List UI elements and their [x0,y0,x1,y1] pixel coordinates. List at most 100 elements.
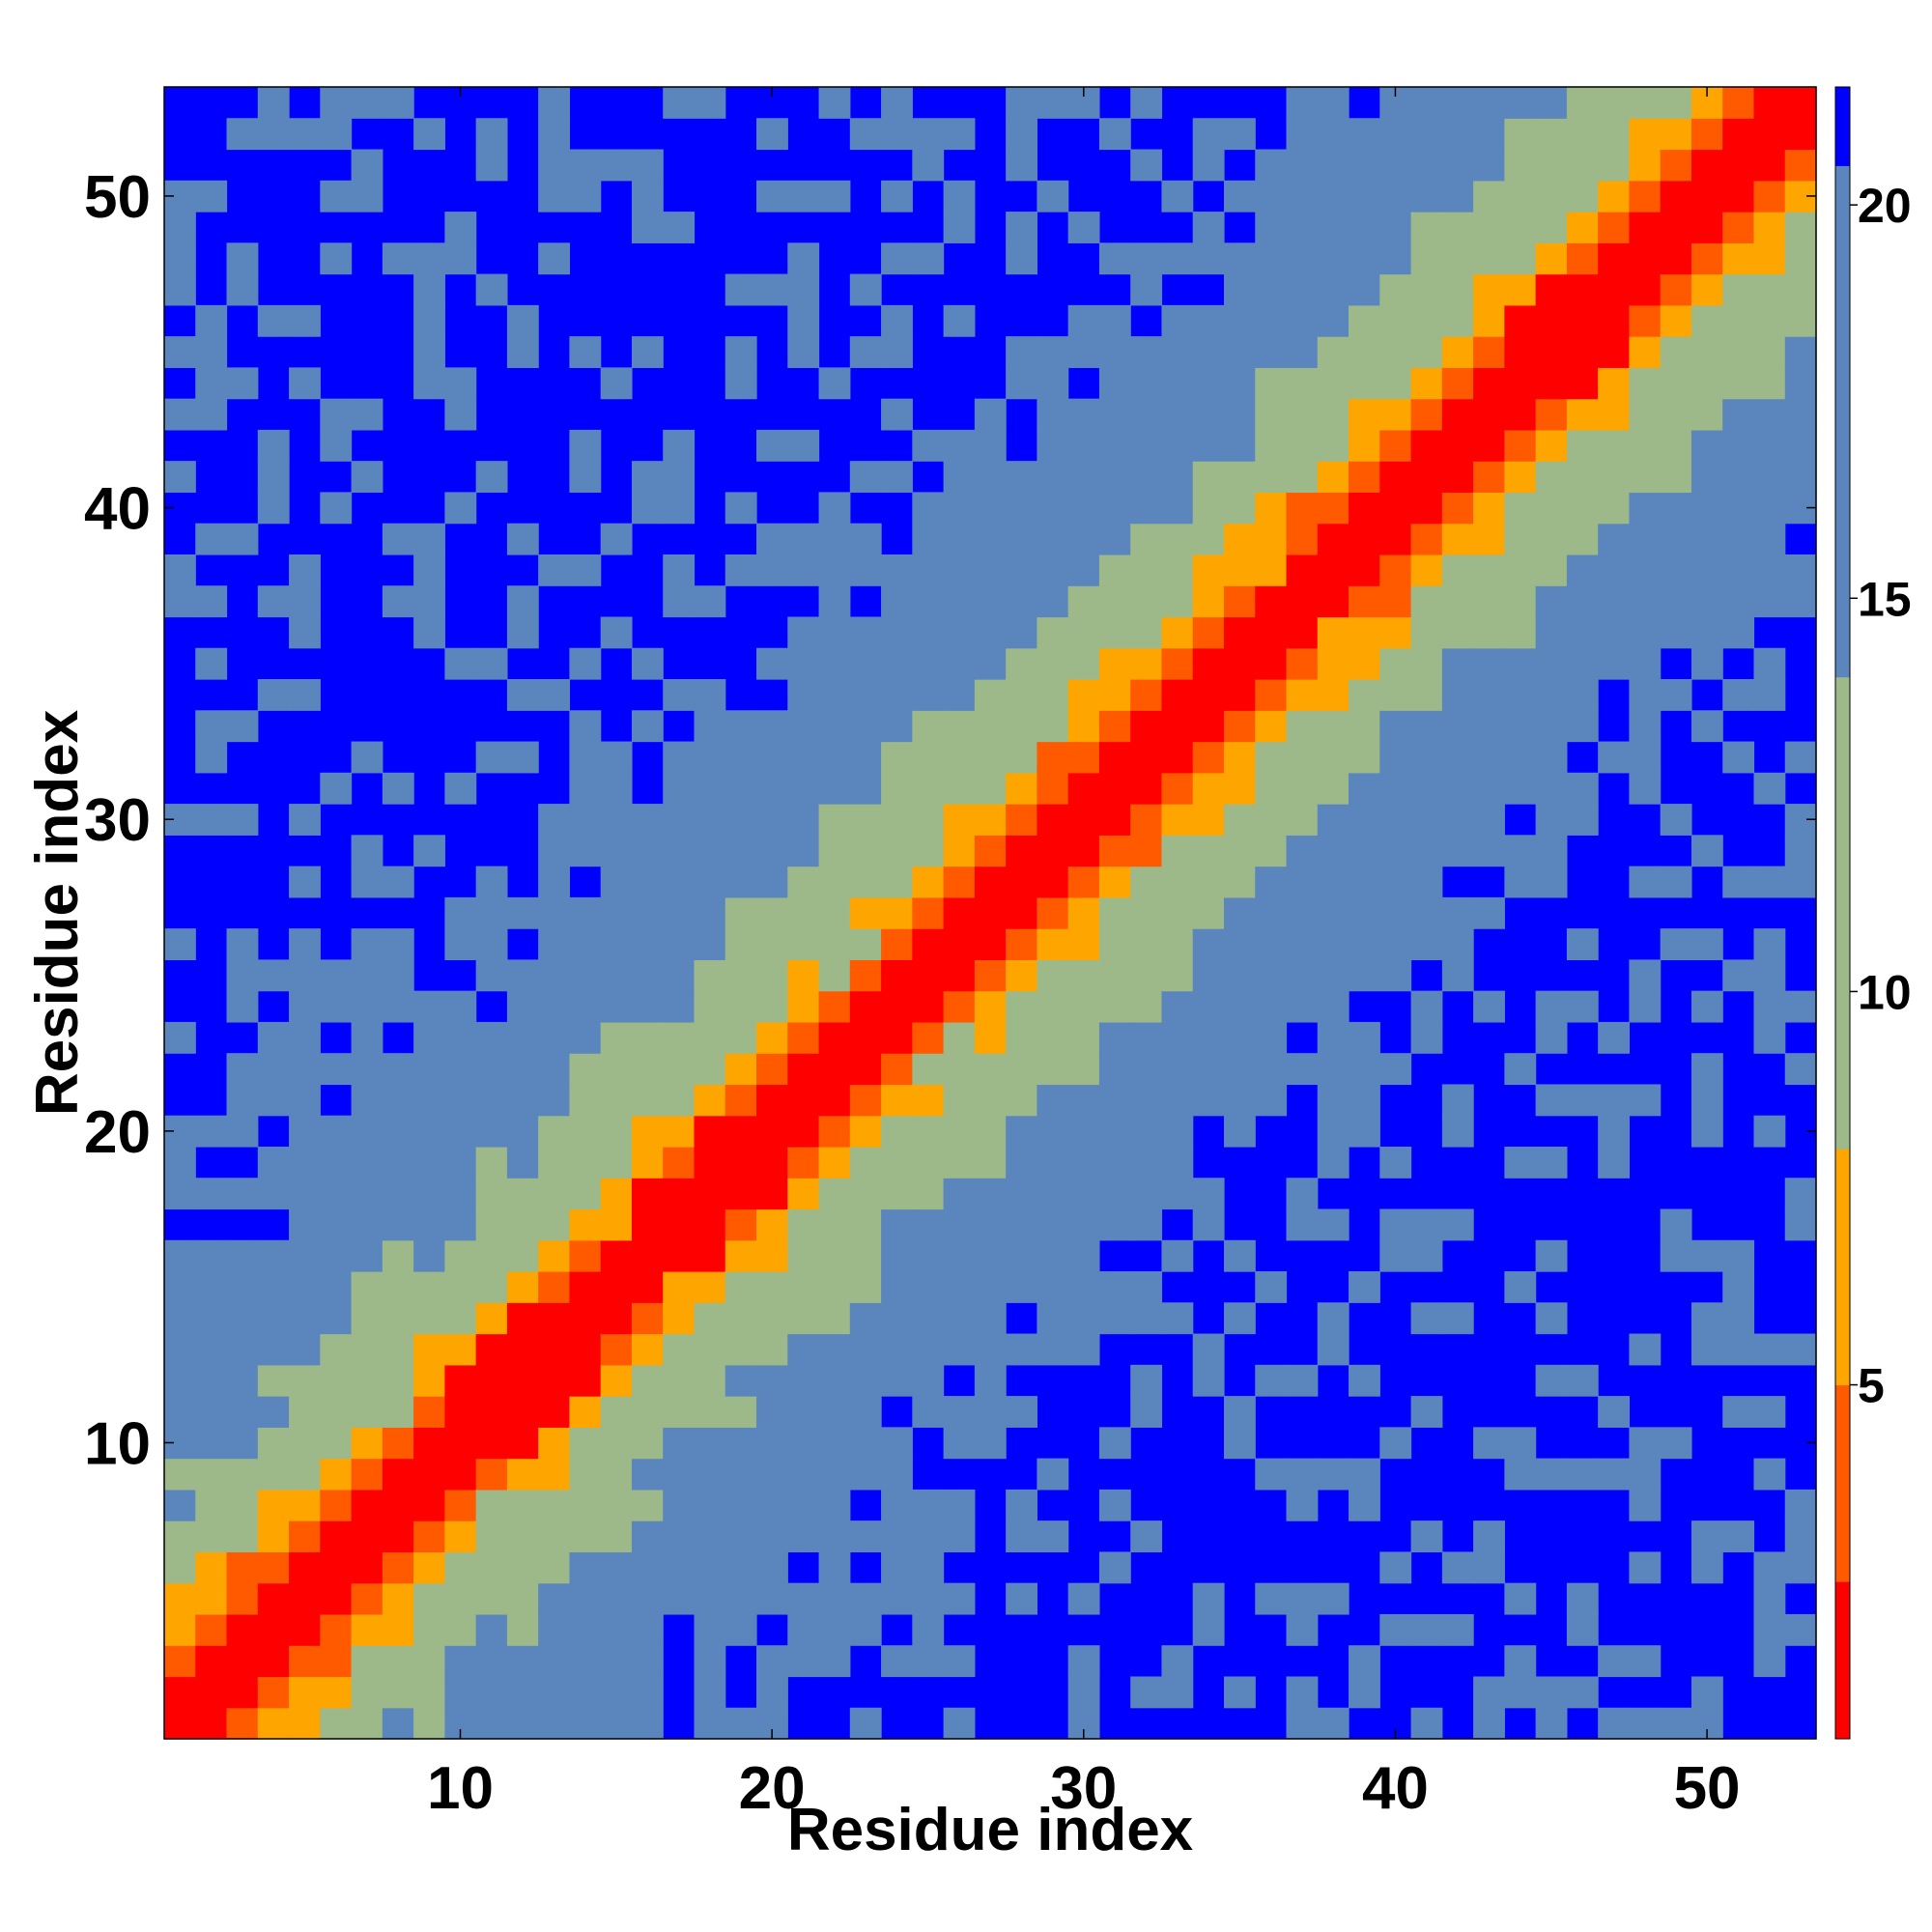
heatmap-cell [756,273,788,306]
heatmap-cell [1098,492,1131,525]
heatmap-cell [1690,554,1723,586]
heatmap-cell [1784,1489,1817,1521]
heatmap-cell [1784,1520,1817,1553]
heatmap-cell [1660,616,1692,649]
heatmap-cell [663,461,696,494]
heatmap-cell [1753,273,1786,306]
heatmap-cell [1784,242,1817,275]
heatmap-cell [1690,1302,1723,1335]
heatmap-cell [787,710,820,743]
heatmap-cell [943,990,976,1023]
heatmap-cell [1753,990,1786,1023]
heatmap-cell [1130,149,1163,182]
heatmap-cell [881,959,913,992]
heatmap-cell [1192,928,1225,960]
heatmap-cell [1473,304,1505,337]
heatmap-cell [1349,959,1380,992]
heatmap-cell [787,1582,820,1615]
heatmap-cell [912,1021,945,1054]
heatmap-cell [1255,1053,1288,1086]
heatmap-cell [756,118,788,151]
heatmap-cell [506,1333,539,1366]
heatmap-cell [1629,212,1662,243]
heatmap-cell [600,1333,633,1366]
heatmap-cell [1130,1021,1163,1054]
heatmap-cell [1317,242,1350,275]
heatmap-cell [289,1645,321,1678]
heatmap-cell [1006,1178,1037,1210]
heatmap-cell [1690,1676,1723,1709]
heatmap-cell [538,1551,571,1584]
heatmap-cell [413,1302,445,1335]
heatmap-cell [600,1364,633,1397]
heatmap-cell [1629,710,1662,743]
heatmap-cell [849,1271,882,1303]
heatmap-cell [724,1271,757,1303]
heatmap-cell [1753,554,1786,586]
heatmap-cell [569,1021,602,1054]
heatmap-cell [1690,523,1723,555]
heatmap-cell [881,1208,913,1241]
heatmap-cell [1473,835,1505,867]
heatmap-cell [1535,149,1568,182]
heatmap-cell [413,1364,445,1397]
heatmap-cell [1441,585,1474,618]
heatmap-cell [724,1208,757,1241]
heatmap-cell [475,1333,508,1366]
heatmap-cell [756,180,788,213]
heatmap-cell [1410,118,1443,151]
heatmap-cell [1317,1115,1350,1148]
heatmap-cell [1130,1115,1163,1148]
heatmap-cell [1598,616,1631,649]
heatmap-cell [257,429,290,462]
heatmap-cell [444,1178,477,1210]
heatmap-cell [943,118,976,151]
heatmap-cell [631,1302,664,1335]
heatmap-cell [1784,1053,1817,1086]
heatmap-cell [724,1582,757,1615]
heatmap-cell [1598,585,1631,618]
heatmap-cell [756,959,788,992]
heatmap-cell [569,990,602,1023]
heatmap-cell [1192,398,1225,431]
heatmap-cell [1504,429,1537,462]
heatmap-cell [195,1458,228,1491]
heatmap-cell [787,1239,820,1272]
heatmap-cell [164,1458,196,1491]
heatmap-cell [663,1489,696,1521]
heatmap-cell [1598,554,1631,586]
heatmap-cell [912,1396,945,1428]
heatmap-cell [631,1458,664,1491]
heatmap-cell [1161,367,1194,400]
heatmap-cell [195,1707,228,1740]
heatmap-cell [1410,367,1443,400]
heatmap-cell [351,1178,384,1210]
heatmap-cell [1192,1613,1225,1646]
heatmap-cell [1223,1021,1256,1054]
heatmap-cell [195,1676,228,1709]
heatmap-cell [974,1053,1007,1086]
heatmap-cell [382,1302,414,1335]
heatmap-cell [1161,304,1194,337]
heatmap-cell [538,1645,571,1678]
heatmap-cell [1410,304,1443,337]
heatmap-cell [320,1458,353,1491]
heatmap-cell [444,1489,477,1521]
heatmap-cell [818,1021,851,1054]
heatmap-cell [787,1613,820,1646]
heatmap-cell [663,212,696,243]
heatmap-cell [1130,1520,1163,1553]
heatmap-cell [1192,554,1225,586]
heatmap-cell [943,461,976,494]
heatmap-cell [1349,336,1380,368]
heatmap-cell [1753,679,1786,711]
heatmap-cell [1223,461,1256,494]
heatmap-cell [694,1676,726,1709]
heatmap-cell [1161,1146,1194,1179]
heatmap-cell [724,1053,757,1086]
heatmap-cell [787,1084,820,1117]
heatmap-cell [849,1146,882,1179]
heatmap-cell [1037,741,1069,774]
heatmap-cell [631,1239,664,1272]
heatmap-cell [1317,149,1350,182]
